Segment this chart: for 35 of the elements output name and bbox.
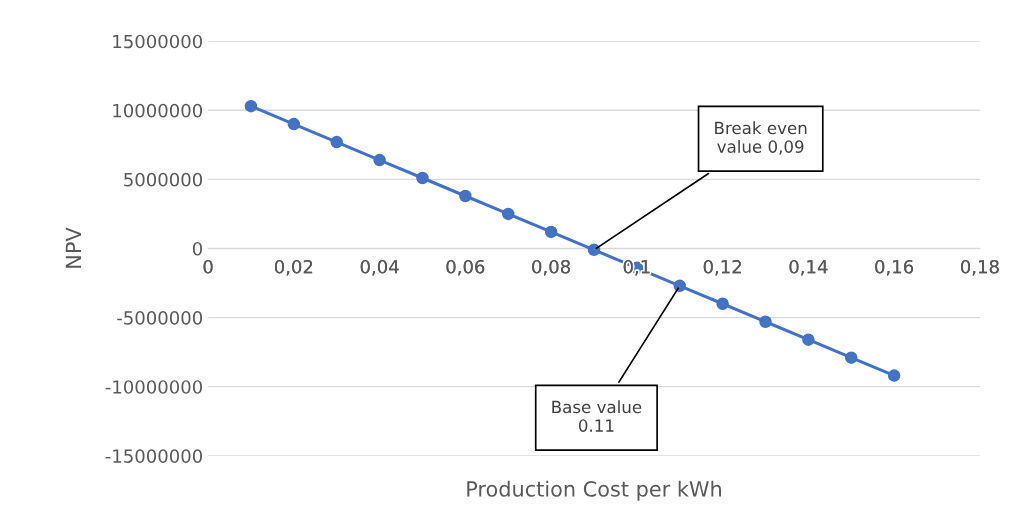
point [587, 243, 601, 257]
annotation: Break even value 0,09 [715, 121, 807, 155]
x-tick-label: 0 [203, 259, 213, 274]
point [244, 99, 258, 113]
annotation: Base value 0.11 [552, 400, 642, 432]
x-tick-label: 0,14 [789, 259, 828, 276]
x-tick-label: 0,12 [703, 259, 741, 276]
point [887, 369, 901, 382]
point [673, 279, 686, 293]
y-tick-label: 10000000 [113, 103, 203, 118]
point [544, 225, 558, 239]
x-tick-label: 0,16 [875, 259, 914, 276]
x-tick-label: 0,18 [960, 259, 999, 276]
point [373, 153, 386, 167]
x-tick-label: 0,08 [532, 259, 570, 276]
y-tick-label: 0 [192, 241, 203, 256]
point [459, 189, 472, 203]
x-axis-title: Production Cost per kWh [467, 480, 721, 501]
point [330, 135, 343, 149]
point [759, 315, 772, 328]
point [501, 207, 515, 221]
x-tick-label: 0,06 [446, 259, 485, 276]
y-tick-label: -10000000 [105, 380, 203, 394]
y-tick-label: 5000000 [124, 172, 203, 187]
point [716, 297, 729, 311]
point [802, 333, 815, 346]
x-tick-label: 0,02 [274, 259, 313, 276]
point [845, 351, 858, 364]
y-tick-label: 15000000 [113, 34, 203, 49]
y-tick-label: -15000000 [105, 449, 203, 463]
point [416, 171, 429, 185]
x-tick-label: 0,04 [360, 259, 399, 276]
y-tick-label: -5000000 [117, 311, 203, 325]
point [287, 117, 301, 131]
y-axis-title: NPV [65, 227, 82, 268]
